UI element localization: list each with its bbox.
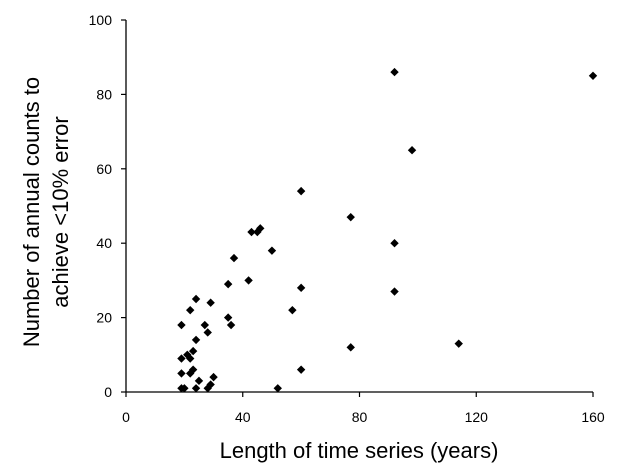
data-point [206, 298, 215, 307]
data-point [390, 67, 399, 77]
data-point [454, 339, 463, 348]
data-point [390, 239, 399, 248]
data-point [226, 320, 236, 330]
x-tick-label: 40 [235, 409, 251, 425]
x-tick-label: 160 [581, 409, 605, 425]
data-point [186, 305, 195, 315]
data-point [191, 294, 201, 304]
data-point [296, 365, 306, 374]
x-tick-label: 80 [352, 409, 368, 425]
data-point [407, 146, 417, 155]
data-point [346, 343, 355, 352]
data-point [188, 346, 198, 356]
y-axis-title-line-2: achieve <10% error [48, 116, 73, 307]
data-point [191, 384, 201, 393]
data-point [229, 253, 239, 263]
data-point [273, 384, 282, 393]
data-point [177, 354, 186, 363]
y-tick-label: 80 [96, 86, 112, 102]
data-point [223, 313, 233, 322]
x-axis-ticks: 0 40 80 120 160 [122, 392, 605, 425]
data-point [194, 376, 204, 386]
data-point [177, 320, 186, 330]
data-point [177, 369, 186, 378]
data-point [296, 283, 306, 293]
data-point [288, 305, 297, 315]
x-tick-label: 120 [465, 409, 489, 425]
y-tick-label: 40 [96, 235, 112, 251]
data-point [256, 224, 265, 233]
data-point [223, 279, 233, 289]
data-point [346, 212, 355, 222]
data-point [191, 335, 201, 345]
data-point [390, 287, 399, 296]
data-point [296, 186, 306, 196]
y-axis-title-line-1: Number of annual counts to [19, 77, 44, 347]
y-axis-ticks: 0 20 40 60 80 100 [89, 12, 126, 400]
data-point [244, 276, 253, 285]
x-axis-title: Length of time series (years) [220, 438, 499, 463]
data-point [200, 320, 210, 330]
data-point [188, 365, 198, 374]
y-tick-label: 20 [96, 310, 112, 326]
data-point [247, 227, 256, 237]
y-tick-label: 100 [89, 12, 113, 28]
data-point [588, 71, 598, 80]
data-point [180, 384, 189, 393]
data-point [186, 354, 195, 363]
x-tick-label: 0 [122, 409, 130, 425]
y-tick-label: 0 [104, 384, 112, 400]
data-point [206, 380, 215, 389]
data-point [267, 246, 277, 255]
y-tick-label: 60 [96, 161, 112, 177]
data-points [177, 67, 598, 393]
data-point [203, 328, 212, 337]
data-point [209, 372, 218, 382]
